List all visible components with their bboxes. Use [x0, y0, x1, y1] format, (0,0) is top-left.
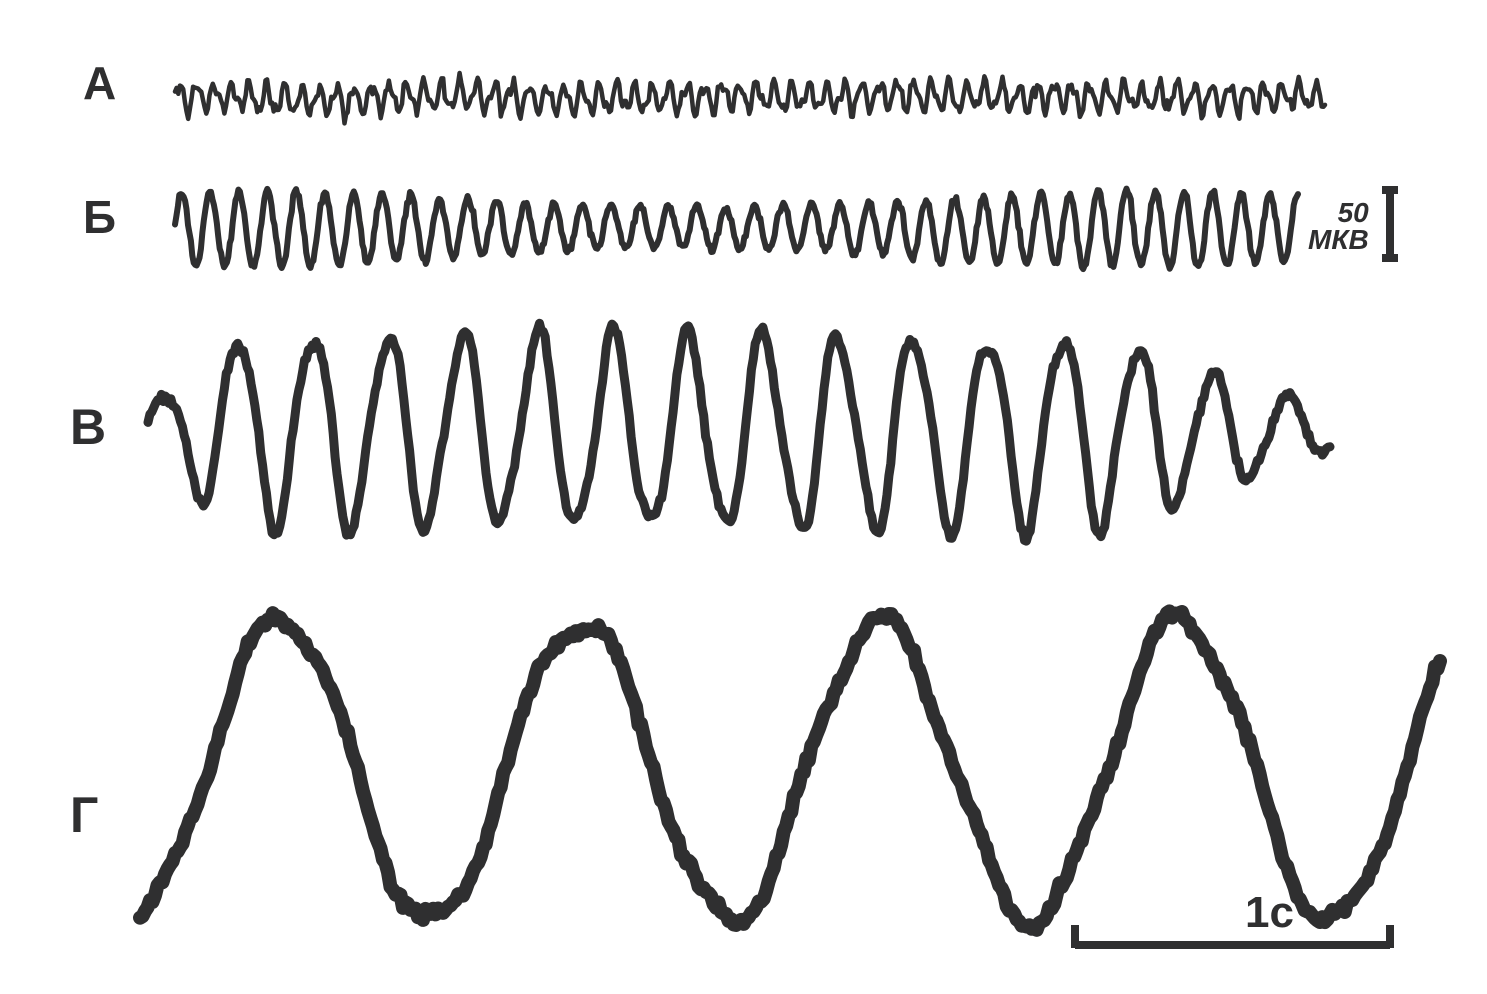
waveform-B	[175, 189, 1298, 270]
time-scale-bar	[1075, 925, 1390, 948]
waveform-V	[148, 323, 1330, 541]
amplitude-scale-bar	[1382, 190, 1398, 258]
waveform-canvas	[0, 0, 1487, 994]
waveform-G	[140, 611, 1440, 929]
waveform-A	[175, 73, 1325, 123]
eeg-figure: А Б В Г 50 МКВ 1с	[0, 0, 1487, 994]
